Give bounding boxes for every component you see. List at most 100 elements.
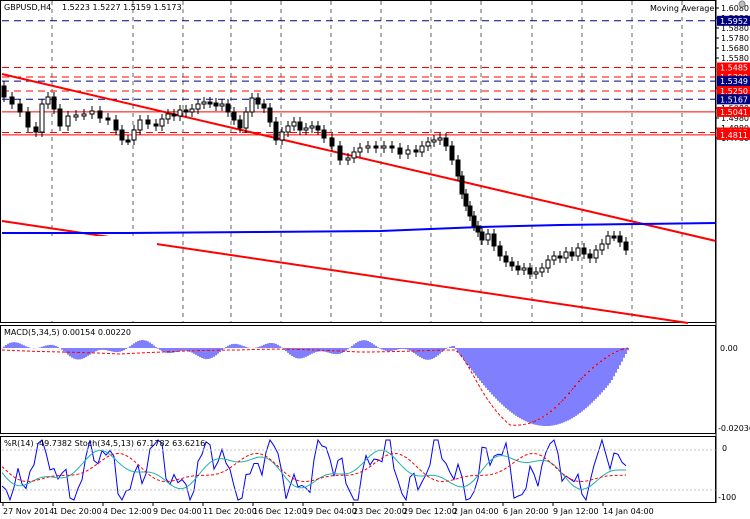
macd-signal-line [1,347,629,426]
price-level-label-bg [717,86,750,96]
time-tick-label: 6 Jan 20:00 [503,507,549,516]
price-tick-label: 1.5580 [721,54,749,63]
price-level-label-bg [717,94,750,105]
chart-blank-patch [2,236,157,320]
candle-body [45,96,51,105]
time-tick-label: 16 Dec 12:00 [253,507,307,516]
candle-body [425,141,431,147]
price-level-label: 1.5041 [720,108,748,117]
candle-body [125,139,131,143]
candle-body [497,245,503,257]
price-tick-label: 1.5680 [721,44,749,53]
candle-body [213,102,219,107]
chart-shift-icon[interactable] [738,0,746,8]
williams-r-line [1,438,627,502]
candle-body [255,97,261,105]
candle-body [563,251,569,259]
candle-body [177,109,183,117]
indicator-label: Moving Average [650,4,714,13]
candle-body [557,255,563,259]
candle-body [365,145,371,149]
candlesticks [1,81,629,279]
symbol-label: GBPUSD,H4 [4,3,51,12]
time-tick-label: 19 Dec 04:00 [303,507,357,516]
time-tick-label: 27 Nov 2014 [3,507,54,516]
oscillator-label: %R(14) -49.7382 Stoch(34,5,13) 67.1782 6… [4,439,205,448]
candle-body [165,113,171,120]
candle-body [389,145,395,149]
candle-body [207,101,213,105]
candle-body [303,127,309,131]
candle-body [39,103,45,133]
candle-body [467,205,473,217]
macd-axis-zero: 0.00 [720,344,738,353]
candle-body [351,151,357,159]
candle-body [159,118,165,127]
candle-body [475,225,481,233]
time-tick-label: 4 Dec 12:00 [103,507,152,516]
candle-body [131,129,137,141]
price-level-label: 1.5167 [720,95,748,104]
channel-upper-line[interactable] [1,73,717,242]
candle-body [381,145,387,149]
candle-body [459,175,465,195]
candle-body [89,110,95,115]
candle-body [249,97,255,113]
price-level-label: 1.4811 [720,131,748,140]
candle-body [373,145,379,149]
stoch-signal-line [1,452,627,483]
candle-body [261,103,267,109]
candle-body [267,107,273,123]
macd-label: MACD(5,34,5) 0.00154 0.00220 [4,328,131,337]
osc-axis-zero: 0 [722,444,727,453]
candle-body [297,121,303,131]
price-tick-label: 1.5780 [721,34,749,43]
candle-body [449,145,455,161]
candle-body [587,253,593,259]
candle-body [515,265,521,271]
price-level-label: 1.5250 [720,87,748,96]
price-level-label-bg [717,129,750,140]
candle-body [437,137,443,141]
candle-body [321,129,327,139]
candle-body [397,147,403,155]
candle-body [527,267,533,275]
candle-body [57,108,63,127]
candle-body [195,103,201,110]
time-tick-label: 9 Dec 04:00 [153,507,202,516]
price-tick-label: 1.4980 [721,114,749,123]
candle-body [105,117,111,121]
candle-body [201,101,207,105]
candle-body [279,131,285,141]
price-level-label: 1.5349 [720,77,748,86]
candle-body [51,96,57,110]
time-tick-label: 29 Dec 12:00 [403,507,457,516]
moving-average-line[interactable] [2,222,717,234]
candle-body [285,125,291,133]
candle-body [219,103,225,107]
candle-body [171,113,177,117]
candle-body [345,157,351,161]
candle-body [581,247,587,255]
candle-body [231,111,237,121]
candle-body [329,137,335,147]
time-tick-label: 23 Dec 20:00 [353,507,407,516]
candle-body [611,235,617,239]
candle-body [119,129,125,141]
candle-body [479,231,485,241]
candle-body [315,125,321,131]
price-level-label-bg [717,62,750,73]
candle-body [605,235,611,245]
candle-body [599,243,605,251]
candle-body [73,114,79,118]
price-level-label-bg [717,106,750,117]
time-tick-label: 1 Dec 20:00 [53,507,102,516]
candle-body [25,111,31,128]
horizontal-levels[interactable] [2,20,716,136]
candle-body [65,115,71,127]
candle-body [137,119,143,131]
macd-axis-min: -0.02036 [718,424,750,433]
candle-body [455,159,461,177]
